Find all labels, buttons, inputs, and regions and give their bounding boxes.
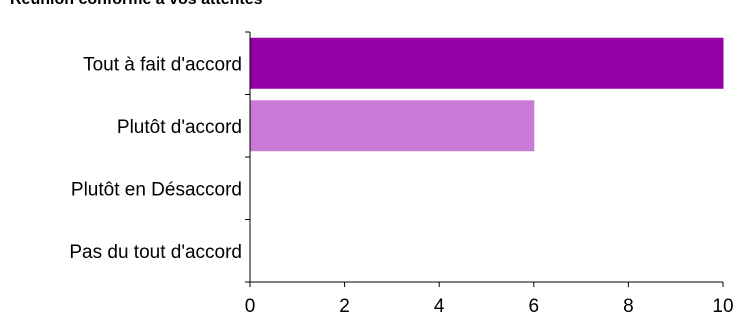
x-tick-label-4: 8 (623, 296, 634, 317)
x-tick-label-5: 10 (712, 296, 733, 317)
category-label-1: Plutôt d'accord (117, 117, 242, 138)
chart-title: Réunion conforme à vos attentes (10, 0, 263, 9)
category-label-2: Plutôt en Désaccord (71, 179, 242, 200)
bar-1 (250, 100, 535, 152)
x-tick-label-2: 4 (434, 296, 445, 317)
bar-0 (250, 37, 724, 89)
x-tick-label-0: 0 (245, 296, 256, 317)
category-label-3: Pas du tout d'accord (69, 242, 242, 263)
x-tick-label-1: 2 (339, 296, 350, 317)
x-tick-label-3: 6 (529, 296, 540, 317)
category-label-0: Tout à fait d'accord (83, 54, 242, 75)
